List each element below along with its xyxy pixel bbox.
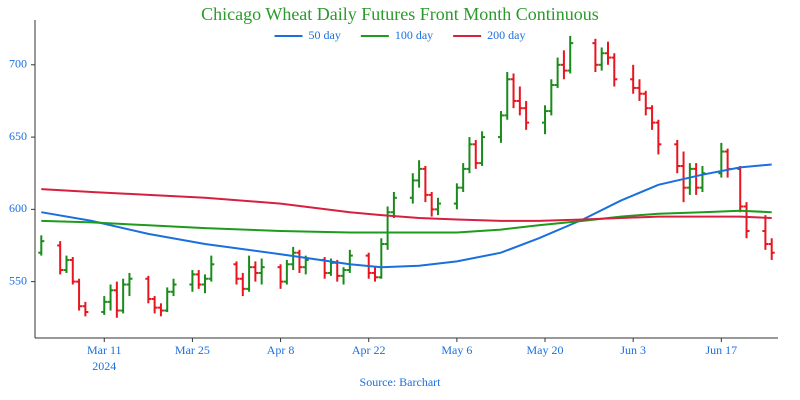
ohlc-bar [195,270,202,289]
ohlc-bar [384,206,391,250]
ohlc-bar [113,281,120,318]
ohlc-bar [252,261,259,282]
ohlc-bar [416,160,423,188]
ohlc-bar [504,72,511,120]
ohlc-bar [189,270,196,292]
ohlc-bar [567,35,574,74]
ma-line [41,209,772,234]
legend: 50 day 100 day 200 day [274,28,525,42]
ohlc-bar [57,241,64,275]
ohlc-bar [693,163,700,195]
ohlc-bar [479,131,486,166]
y-tick-label: 650 [9,129,27,143]
ohlc-bar [516,86,523,116]
ohlc-bar [434,197,441,216]
ohlc-bar [164,287,171,312]
ohlc-bar [246,255,253,292]
ohlc-bar [604,41,611,65]
ohlc-bar [82,301,89,317]
ohlc-bar [69,257,76,285]
ohlc-bar [542,105,549,135]
ohlc-bar [649,105,656,130]
x-tick-label: Apr 8 [267,343,295,357]
ohlc-bar [239,272,246,297]
x-tick-label: May 20 [527,343,564,357]
ohlc-bar [283,259,290,285]
ohlc-bar [296,249,303,273]
ohlc-bar [523,100,530,130]
x-tick-label: Mar 25 [175,343,210,357]
ohlc-bar [76,278,83,311]
ohlc-bar [107,284,114,311]
ohlc-bar [453,183,460,210]
ohlc-bar [510,73,517,109]
ma-line [41,188,772,222]
legend-label: 100 day [395,28,433,42]
ohlc-bar [372,267,379,282]
y-tick-label: 700 [9,57,27,71]
ohlc-bar [768,238,775,260]
ma-line [41,163,772,269]
ohlc-bar [346,249,353,273]
ohlc-bar [101,296,108,315]
ohlc-bar [157,303,164,317]
y-tick-label: 550 [9,273,27,287]
legend-label: 50 day [309,28,341,42]
ohlc-bar [497,111,504,143]
ohlc-bar [208,255,215,282]
ohlc-bar [422,165,429,203]
x-tick-label: Jun 17 [705,343,737,357]
ohlc-bar [762,215,769,250]
ohlc-bar [145,275,152,304]
ohlc-bar [460,163,467,193]
ohlc-bar [686,163,693,195]
ohlc-bar [466,137,473,174]
ohlc-bar [202,274,209,294]
x-tick-label: Apr 22 [352,343,386,357]
ohlc-bar [611,53,618,87]
ohlc-bar [126,272,133,297]
x-year-label: 2024 [92,359,116,373]
ohlc-bar [277,264,284,289]
x-tick-label: May 6 [441,343,472,357]
chart-title: Chicago Wheat Daily Futures Front Month … [201,4,599,24]
ohlc-bar [428,192,435,217]
ohlc-bar [409,173,416,204]
ohlc-bar [674,139,681,174]
ohlc-bar [38,235,45,256]
ohlc-bar [258,258,265,285]
ohlc-bar [340,267,347,285]
ohlc-bar [233,261,240,285]
ohlc-bar [63,255,70,273]
x-tick-label: Jun 3 [620,343,646,357]
ohlc-bar [378,238,385,279]
legend-label: 200 day [487,28,525,42]
source: Source: Barchart [360,375,442,389]
ohlc-bar [598,47,605,71]
ohlc-bar [290,246,297,271]
ohlc-bar [554,57,561,88]
ohlc-bar [636,79,643,101]
ohlc-bar [170,278,177,297]
ohlc-bar [472,139,479,169]
ohlc-bar [560,50,567,80]
ohlc-bar [642,90,649,116]
ohlc-bar [120,278,127,314]
ohlc-bar [655,119,662,155]
ohlc-bar [630,64,637,94]
ohlc-bar [390,192,397,219]
x-tick-label: Mar 11 [87,343,122,357]
ohlc-bar [680,151,687,203]
ohlc-bar [151,296,158,314]
ohlc-bar [548,79,555,116]
ohlc-bar [743,202,750,239]
y-tick-label: 600 [9,201,27,215]
ohlc-bar [592,38,599,73]
